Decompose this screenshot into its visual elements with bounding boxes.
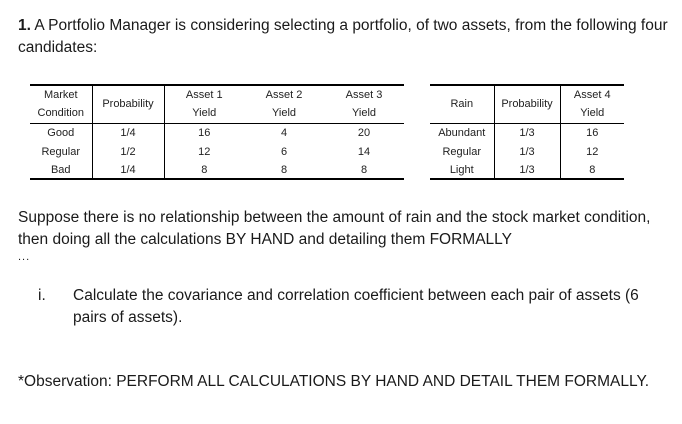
- question-number: 1.: [18, 17, 31, 34]
- cell-asset3: 8: [324, 161, 404, 180]
- cell-probability: 1/2: [92, 142, 165, 161]
- header-condition: Condition: [30, 103, 93, 124]
- header-asset1: Asset 1: [164, 84, 244, 103]
- cell-probability: 1/3: [494, 161, 561, 180]
- cell-asset1: 8: [164, 161, 244, 180]
- header-probability: Probability: [494, 84, 561, 124]
- table-row: Abundant 1/3 16: [430, 123, 624, 142]
- header-asset3-yield: Yield: [324, 103, 404, 124]
- cell-rain: Regular: [430, 142, 495, 161]
- cell-asset3: 14: [357, 145, 371, 158]
- cell-rain: Light: [430, 161, 495, 180]
- observation-note: *Observation: PERFORM ALL CALCULATIONS B…: [18, 373, 650, 390]
- cell-probability: 1/4: [92, 123, 165, 142]
- cell-asset1: 16: [198, 126, 211, 139]
- cell-asset4: 12: [586, 145, 599, 158]
- header-asset1-yield: Yield: [164, 103, 244, 124]
- question-heading: 1. A Portfolio Manager is considering se…: [18, 15, 668, 59]
- table-row: Light 1/3 8: [430, 161, 624, 180]
- ellipsis: ...: [18, 251, 31, 263]
- assumption-paragraph: Suppose there is no relationship between…: [18, 209, 651, 248]
- header-probability: Probability: [92, 84, 165, 124]
- table-row: Regular 1/3 12: [430, 142, 624, 161]
- item-text: Calculate the covariance and correlation…: [73, 287, 639, 326]
- header-asset4-yield: Yield: [560, 103, 624, 124]
- cell-asset2: 8: [244, 161, 324, 180]
- market-condition-table: Market Probability Asset 1 Asset 2 Asset…: [30, 84, 404, 180]
- header-asset4: Asset 4: [560, 84, 624, 103]
- header-rain: Rain: [430, 84, 495, 124]
- cell-rain: Abundant: [430, 123, 495, 142]
- cell-probability: 1/3: [494, 142, 561, 161]
- cell-asset4: 8: [560, 161, 624, 180]
- cell-asset3: 20: [357, 126, 371, 139]
- cell-asset2: 4: [280, 126, 288, 139]
- header-asset2-yield: Yield: [244, 103, 324, 124]
- header-asset2: Asset 2: [244, 84, 324, 103]
- rain-table: Rain Probability Asset 4 Yield Abundant …: [430, 84, 624, 180]
- cell-asset1: 12: [198, 145, 211, 158]
- cell-probability: 1/4: [92, 161, 165, 180]
- cell-probability: 1/3: [494, 123, 561, 142]
- table-row: Bad 1/4 8 8 8: [30, 161, 404, 180]
- cell-asset2: 6: [280, 145, 288, 158]
- cell-condition: Bad: [30, 161, 93, 180]
- header-asset3: Asset 3: [324, 84, 404, 103]
- cell-condition: Good: [30, 123, 93, 142]
- item-label: i.: [38, 287, 46, 304]
- cell-asset4: 16: [586, 126, 599, 139]
- cell-condition: Regular: [30, 142, 93, 161]
- table-row: Regular 1/2 12 6 14: [30, 142, 404, 161]
- question-text: A Portfolio Manager is considering selec…: [18, 17, 668, 56]
- table-row: Good 1/4 16 4 20: [30, 123, 404, 142]
- header-market: Market: [30, 84, 93, 103]
